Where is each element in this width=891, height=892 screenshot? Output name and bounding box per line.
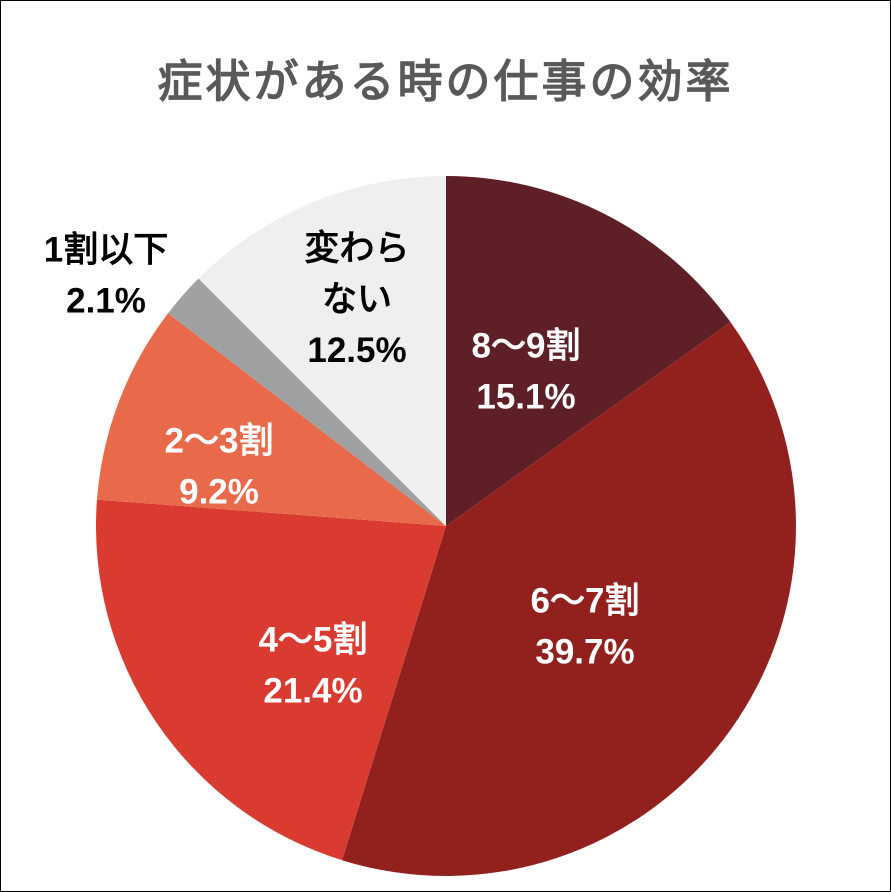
pie-slice-label-1: 8〜9割 15.1% <box>472 327 581 417</box>
pie-slice-label-6: 変わらない 12.5% <box>304 228 409 370</box>
pie-slice-2 <box>342 322 796 876</box>
pie-slice-label-3: 4〜5割 21.4% <box>259 621 368 711</box>
pie-slice-6 <box>198 176 446 526</box>
pie-slice-1 <box>446 176 731 526</box>
pie-slice-label-4: 2〜3割 9.2% <box>165 422 274 512</box>
pie-slice-label-5: 1割以下 2.1% <box>44 231 168 321</box>
pie-slice-5 <box>168 278 446 526</box>
pie-slice-3 <box>95 499 446 861</box>
chart-title: 症状がある時の仕事の効率 <box>157 56 734 107</box>
pie-slice-label-2: 6〜7割 39.7% <box>531 582 640 672</box>
pie-slice-4 <box>96 313 447 526</box>
